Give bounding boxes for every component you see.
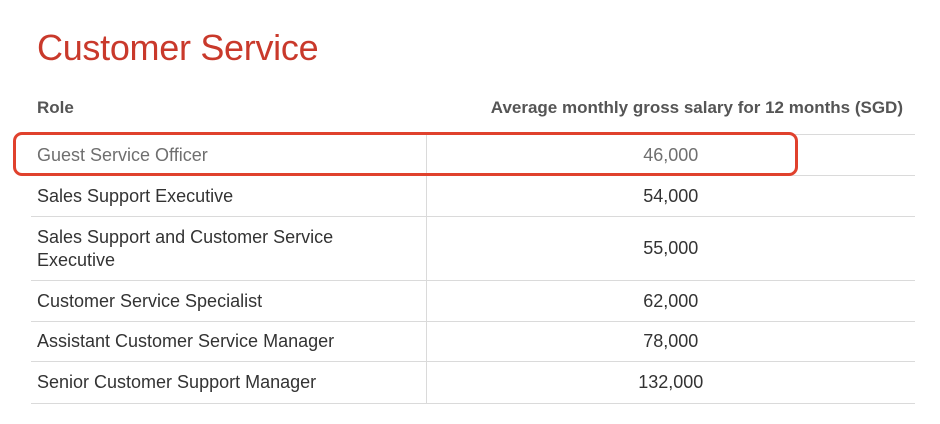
table-row-sales-support-executive: Sales Support Executive 54,000 xyxy=(31,175,915,217)
salary-cell: 62,000 xyxy=(425,280,915,322)
salary-cell: 78,000 xyxy=(425,321,915,362)
role-cell: Sales Support and Customer Service Execu… xyxy=(31,216,426,281)
table-header-row: Role Average monthly gross salary for 12… xyxy=(31,82,915,135)
role-cell: Customer Service Specialist xyxy=(31,280,426,322)
role-cell: Guest Service Officer xyxy=(31,134,426,176)
role-column-header: Role xyxy=(31,82,426,135)
salary-cell: 46,000 xyxy=(425,134,915,176)
role-cell: Sales Support Executive xyxy=(31,175,426,217)
salary-cell: 54,000 xyxy=(425,175,915,217)
salary-cell: 55,000 xyxy=(425,216,915,281)
table-row-assistant-customer-service-manager: Assistant Customer Service Manager 78,00… xyxy=(31,321,915,362)
table-row-guest-service-officer: Guest Service Officer 46,000 xyxy=(31,134,915,176)
role-cell: Senior Customer Support Manager xyxy=(31,361,426,404)
page-title: Customer Service xyxy=(37,27,319,68)
table-row-sales-support-and-customer-service-executive: Sales Support and Customer Service Execu… xyxy=(31,216,915,281)
salary-cell: 132,000 xyxy=(425,361,915,404)
table-row-senior-customer-support-manager: Senior Customer Support Manager 132,000 xyxy=(31,361,915,404)
role-cell: Assistant Customer Service Manager xyxy=(31,321,426,362)
salary-table: Role Average monthly gross salary for 12… xyxy=(31,82,915,404)
table-row-customer-service-specialist: Customer Service Specialist 62,000 xyxy=(31,280,915,322)
salary-column-header: Average monthly gross salary for 12 mont… xyxy=(426,82,915,135)
